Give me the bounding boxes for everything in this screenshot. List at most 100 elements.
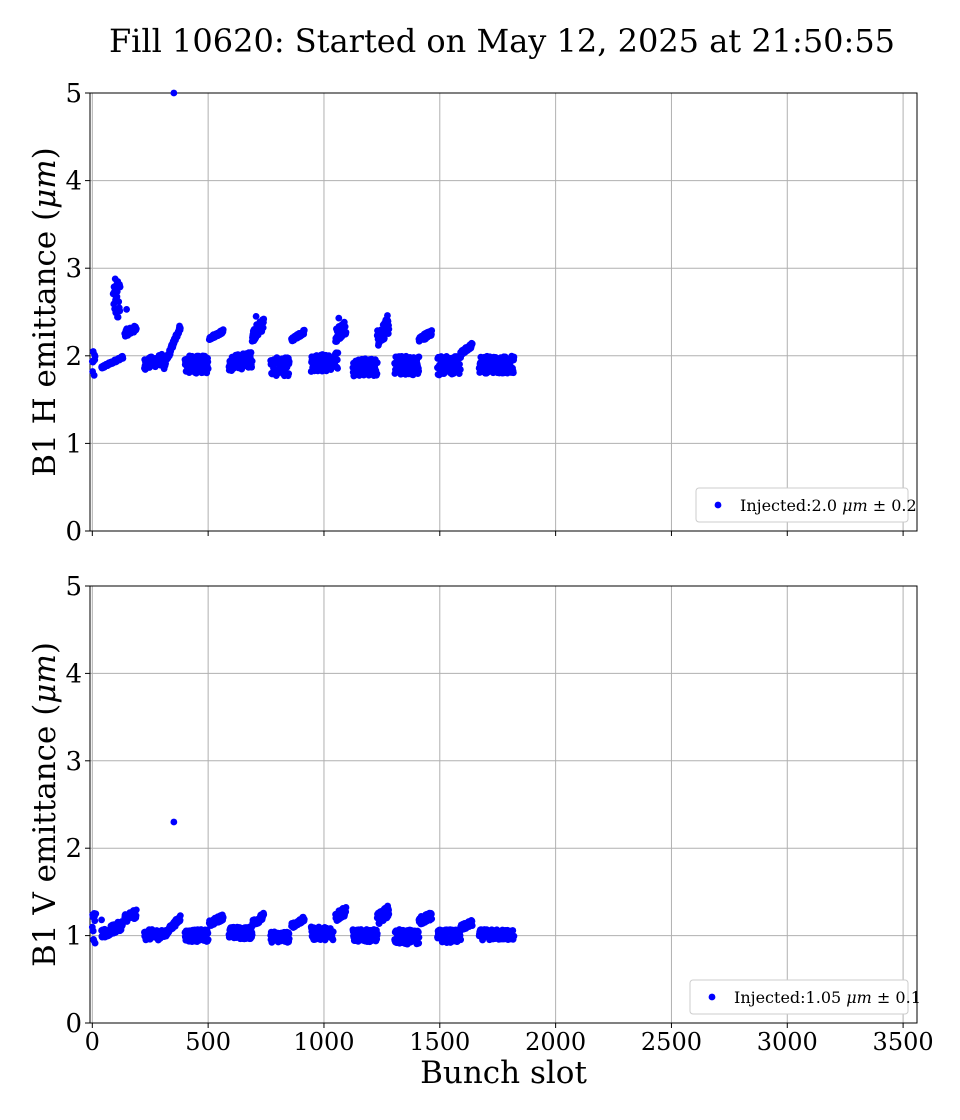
data-point (385, 325, 393, 333)
data-point (98, 916, 105, 924)
legend-box (689, 979, 909, 1015)
plot-frame (89, 92, 918, 532)
data-point (89, 927, 97, 935)
data-point (385, 910, 393, 918)
legend-label: Injected:2.0 μm ± 0.2 (740, 496, 917, 515)
data-point (170, 818, 178, 826)
data-point (510, 932, 518, 940)
data-point (92, 910, 100, 918)
data-point (456, 366, 464, 373)
data-point (341, 323, 349, 331)
x-tick-label: 3500 (873, 1028, 934, 1056)
x-axis-label: Bunch slot (420, 1055, 587, 1091)
data-point (428, 327, 436, 334)
y-tick-label: 1 (65, 922, 82, 952)
data-point (300, 915, 308, 923)
y-tick-label: 0 (65, 1009, 82, 1039)
y-axis-label-unit: μm (27, 159, 63, 209)
data-point (248, 931, 256, 939)
data-point (132, 906, 140, 914)
data-point (373, 930, 381, 938)
scatter-series (88, 818, 518, 948)
data-point (114, 313, 122, 321)
data-point (115, 298, 123, 306)
data-point (119, 354, 127, 362)
data-point (116, 283, 124, 291)
legend-box (695, 487, 909, 523)
data-point (91, 917, 99, 925)
data-point (414, 928, 422, 936)
data-point (219, 914, 227, 921)
data-point (468, 340, 476, 348)
x-tick-label: 0 (85, 1028, 100, 1056)
y-axis-label-unit: μm (27, 654, 63, 704)
y-tick-label: 4 (65, 167, 82, 197)
data-point (248, 357, 256, 365)
b1-v-emittance-panel: 0 500 1000 1500 2000 2500 3000 3500 0 1 2 3 4 5 B1 V e… (27, 572, 934, 1091)
x-tick-label: 1500 (409, 1028, 470, 1056)
data-point (260, 315, 268, 323)
data-point (415, 353, 423, 361)
y-tick-label: 3 (65, 747, 82, 777)
data-point (333, 356, 341, 364)
data-point (132, 325, 140, 333)
x-tick-label: 2000 (525, 1028, 586, 1056)
data-point (415, 939, 423, 947)
y-tick-label: 1 (65, 429, 82, 459)
x-tick-label: 1000 (293, 1028, 354, 1056)
data-point (176, 324, 184, 332)
data-point (123, 305, 131, 313)
figure-title: Fill 10620: Started on May 12, 2025 at 2… (109, 22, 895, 60)
data-point (415, 367, 423, 375)
data-point (170, 89, 178, 97)
y-axis-label-close: ) (27, 642, 63, 654)
y-tick-label: 3 (65, 254, 82, 284)
data-point (285, 930, 293, 938)
data-point (335, 314, 343, 322)
legend-label: Injected:1.05 μm ± 0.1 (734, 988, 921, 1007)
y-tick-label: 0 (65, 517, 82, 547)
y-axis-label-text: B1 V emittance ( (27, 704, 63, 967)
data-point (468, 922, 476, 929)
x-tick-label: 3000 (757, 1028, 818, 1056)
data-point (248, 363, 255, 371)
data-point (204, 929, 212, 937)
data-point (384, 312, 391, 319)
x-tick-label: 500 (185, 1028, 231, 1056)
data-point (334, 364, 341, 372)
data-point (300, 326, 308, 334)
data-point (204, 358, 212, 366)
data-point (247, 349, 255, 356)
y-axis-label-text: B1 H emittance ( (27, 209, 63, 477)
data-point (204, 365, 212, 373)
data-point (509, 927, 517, 934)
legend: Injected:2.0 μm ± 0.2 (695, 487, 917, 523)
data-point (259, 324, 267, 332)
data-point (428, 910, 435, 918)
x-tick-label: 2500 (641, 1028, 702, 1056)
y-axis-label: B1 V emittance (μm) (27, 642, 63, 967)
legend-marker (714, 501, 722, 509)
data-point (252, 312, 260, 320)
y-axis-label: B1 H emittance (μm) (27, 147, 63, 477)
data-point (329, 928, 337, 936)
y-tick-label: 5 (65, 79, 82, 109)
data-point (510, 353, 518, 361)
data-point (285, 358, 293, 365)
data-point (91, 353, 99, 360)
scatter-series (88, 89, 518, 380)
data-point (91, 939, 99, 947)
data-point (176, 912, 184, 920)
plot-frame (89, 585, 918, 1024)
data-point (285, 370, 293, 378)
legend: Injected:1.05 μm ± 0.1 (689, 979, 921, 1015)
y-tick-label: 2 (65, 342, 82, 372)
y-tick-label: 2 (65, 834, 82, 864)
data-point (456, 360, 463, 368)
data-point (260, 911, 268, 918)
data-point (373, 359, 381, 367)
data-point (285, 935, 293, 943)
data-point (457, 936, 465, 944)
data-point (334, 349, 342, 357)
